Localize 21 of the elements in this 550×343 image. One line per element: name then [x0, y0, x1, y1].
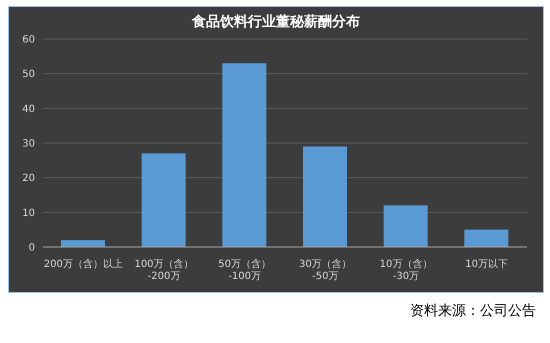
- x-tick-label: 10万（含）-30万: [380, 258, 432, 282]
- bar: [464, 230, 508, 247]
- x-tick-label: 30万（含）-50万: [298, 258, 352, 282]
- y-tick-label: 60: [22, 34, 35, 46]
- x-tick-label: 200万（含）以上: [44, 258, 123, 270]
- y-tick-label: 40: [22, 104, 35, 115]
- x-tick-label: 50万（含）-100万: [218, 258, 272, 282]
- bar: [384, 205, 428, 247]
- bar: [142, 153, 186, 247]
- bar: [61, 240, 105, 247]
- y-tick-label: 20: [22, 173, 35, 184]
- x-tick-label: 10万以下: [465, 258, 508, 270]
- chart-title: 食品饮料行业董秘薪酬分布: [190, 13, 361, 31]
- bar: [222, 63, 266, 247]
- y-tick-label: 30: [22, 138, 35, 150]
- y-tick-label: 0: [28, 242, 35, 254]
- bar: [303, 146, 347, 247]
- y-tick-label: 10: [22, 208, 35, 219]
- x-tick-label: 100万（含）-200万: [134, 258, 194, 282]
- y-tick-label: 50: [22, 69, 35, 80]
- text: 资料来源：公司公告: [410, 302, 536, 320]
